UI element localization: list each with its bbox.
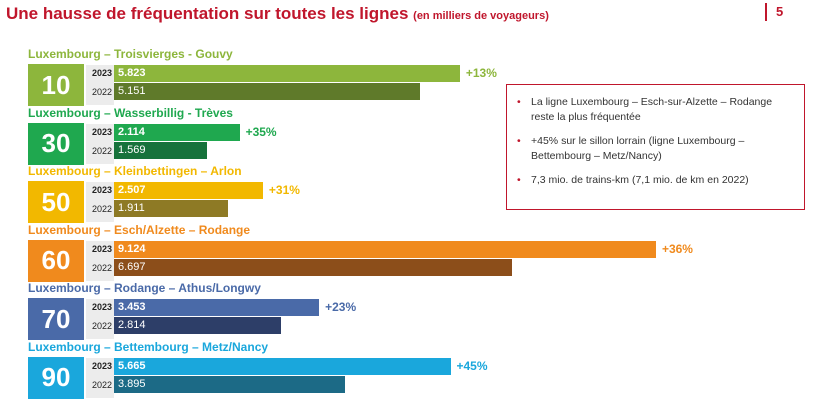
bar-2023 [114, 65, 460, 82]
value-label-2023: 3.453 [118, 301, 146, 313]
year-label-2022: 2022 [91, 87, 112, 97]
bar-2022 [114, 375, 346, 393]
line-name-label: Luxembourg – Troisvierges - Gouvy [28, 47, 233, 61]
bar-2022 [114, 317, 282, 334]
year-label-2023: 2023 [91, 360, 112, 371]
growth-label: +23% [325, 300, 357, 314]
year-label-column [86, 123, 114, 164]
year-label-2023: 2023 [91, 126, 112, 137]
bar-2023 [114, 299, 320, 316]
note-item: +45% sur le sillon lorrain (ligne Luxemb… [517, 134, 796, 164]
page-title: Une hausse de fréquentation sur toutes l… [6, 4, 549, 24]
year-label-2022: 2022 [91, 145, 112, 156]
year-label-2022: 2022 [91, 321, 112, 331]
value-label-2022: 5.151 [118, 85, 146, 97]
notes-list: La ligne Luxembourg – Esch-sur-Alzette –… [507, 85, 804, 188]
bar-2022 [114, 83, 420, 100]
line-number-badge: 70 [28, 298, 84, 340]
bar-2022 [114, 258, 512, 276]
bar-2023 [114, 123, 240, 141]
growth-label: +45% [456, 358, 488, 373]
page-number-divider [765, 3, 767, 21]
title-subtitle: (en milliers de voyageurs) [413, 10, 549, 22]
value-label-2023: 9.124 [118, 242, 146, 255]
bar-2022 [114, 141, 208, 159]
line-number-badge: 90 [28, 356, 84, 399]
year-label-2022: 2022 [91, 262, 112, 273]
year-label-column [86, 357, 114, 398]
growth-label: +35% [245, 124, 277, 139]
year-label-2023: 2023 [91, 243, 112, 254]
growth-label: +36% [661, 241, 693, 256]
year-label-2023: 2023 [91, 185, 112, 195]
note-item: La ligne Luxembourg – Esch-sur-Alzette –… [517, 95, 796, 125]
growth-label: +13% [465, 66, 497, 80]
value-label-2022: 1.569 [118, 143, 146, 156]
year-label-column [86, 182, 114, 222]
value-label-2022: 2.814 [118, 319, 146, 331]
year-label-column [86, 240, 114, 281]
notes-box: La ligne Luxembourg – Esch-sur-Alzette –… [506, 84, 805, 210]
line-name-label: Luxembourg – Rodange – Athus/Longwy [28, 281, 261, 295]
year-label-column [86, 299, 114, 339]
page-number: 5 [776, 4, 784, 19]
year-label-2022: 2022 [91, 379, 112, 390]
line-name-label: Luxembourg – Esch/Alzette – Rodange [28, 222, 251, 237]
value-label-2023: 2.507 [118, 184, 146, 196]
growth-label: +31% [268, 183, 300, 197]
value-label-2022: 1.911 [118, 202, 145, 214]
value-label-2022: 3.895 [118, 377, 146, 390]
note-item: 7,3 mio. de trains-km (7,1 mio. de km en… [517, 173, 796, 188]
bar-2022 [114, 200, 228, 217]
bar-2023 [114, 240, 656, 258]
value-label-2023: 5.823 [118, 67, 146, 79]
value-label-2023: 2.114 [118, 125, 145, 138]
year-label-2023: 2023 [91, 302, 112, 312]
line-number-badge: 10 [28, 64, 84, 106]
line-name-label: Luxembourg – Bettembourg – Metz/Nancy [28, 339, 269, 354]
line-number-badge: 30 [28, 122, 84, 165]
bar-2023 [114, 357, 451, 375]
year-label-2023: 2023 [91, 68, 112, 78]
value-label-2022: 6.697 [118, 260, 146, 273]
year-label-2022: 2022 [91, 204, 112, 214]
line-name-label: Luxembourg – Wasserbillig - Trèves [28, 105, 233, 120]
line-number-badge: 60 [28, 239, 84, 282]
title-text: Une hausse de fréquentation sur toutes l… [6, 4, 409, 23]
year-label-column [86, 65, 114, 105]
value-label-2023: 5.665 [118, 359, 146, 372]
bar-2023 [114, 182, 263, 199]
line-name-label: Luxembourg – Kleinbettingen – Arlon [28, 164, 242, 178]
line-number-badge: 50 [28, 181, 84, 223]
